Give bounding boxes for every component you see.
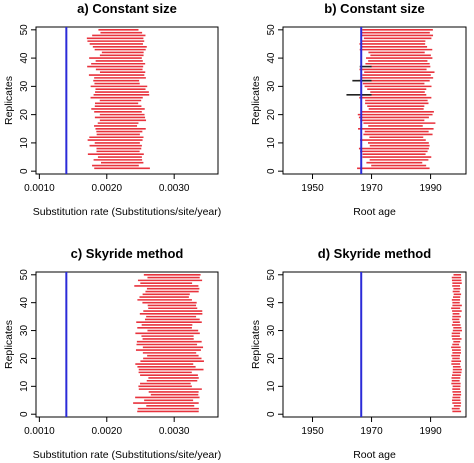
panel-a: a) Constant size 0.0010 0.0020 0.0030 0 10 20 3… [3,1,221,218]
y-tick-label: 10 [266,380,277,392]
y-tick-label: 10 [266,137,277,149]
x-tick-label: 1990 [419,183,442,194]
x-tick-label: 1990 [419,426,442,437]
panel-title: a) Constant size [77,1,177,16]
y-tick-label: 0 [19,411,30,417]
panel-title: b) Constant size [324,1,424,16]
x-tick-label: 1970 [360,426,383,437]
x-tick-label: 0.0030 [159,183,190,194]
x-tick-label: 0.0020 [91,426,122,437]
y-tick-label: 50 [19,269,30,281]
y-tick-label: 0 [19,168,30,174]
y-tick-label: 20 [266,109,277,121]
panel-b: b) Constant size 1950 1970 1990 0 10 20 30 40 50 R… [250,1,467,218]
y-tick-label: 40 [19,52,30,64]
plot-frame [282,26,467,175]
y-tick-label: 20 [266,352,277,364]
y-axis-label: Replicates [3,76,15,125]
y-tick-label: 50 [266,24,277,36]
plot-frame [35,271,219,418]
panel-d: d) Skyride method 1950 1970 1990 0 10 20 30 40 50… [250,246,467,461]
panel-c: c) Skyride method 0.0010 0.0020 0.0030 0 10 20… [3,246,221,461]
x-axis-label: Root age [353,206,396,218]
plot-frame [282,271,467,418]
y-tick-label: 20 [19,109,30,121]
y-axis-label: Replicates [250,76,262,125]
x-tick-label: 0.0010 [24,183,55,194]
x-tick-label: 0.0010 [24,426,55,437]
y-tick-label: 50 [266,269,277,281]
y-tick-label: 10 [19,137,30,149]
y-tick-label: 30 [266,80,277,92]
y-tick-label: 50 [19,24,30,36]
y-tick-label: 0 [266,168,277,174]
x-axis-label: Root age [353,449,396,461]
x-axis-label: Substitution rate (Substitutions/site/ye… [33,206,222,218]
y-axis-label: Replicates [3,320,15,369]
y-tick-label: 30 [19,80,30,92]
y-tick-label: 40 [266,52,277,64]
x-tick-label: 1950 [301,183,324,194]
y-tick-label: 30 [19,325,30,337]
x-tick-label: 1950 [301,426,324,437]
plot-frame [35,26,219,175]
x-tick-label: 0.0020 [91,183,122,194]
x-tick-label: 0.0030 [159,426,190,437]
x-axis-label: Substitution rate (Substitutions/site/ye… [33,449,222,461]
y-tick-label: 20 [19,352,30,364]
panel-title: d) Skyride method [318,246,431,261]
y-tick-label: 30 [266,325,277,337]
x-tick-label: 1970 [360,183,383,194]
y-tick-label: 0 [266,411,277,417]
y-axis-label: Replicates [250,320,262,369]
y-tick-label: 40 [19,297,30,309]
y-tick-label: 40 [266,297,277,309]
y-tick-label: 10 [19,380,30,392]
panel-title: c) Skyride method [71,246,184,261]
